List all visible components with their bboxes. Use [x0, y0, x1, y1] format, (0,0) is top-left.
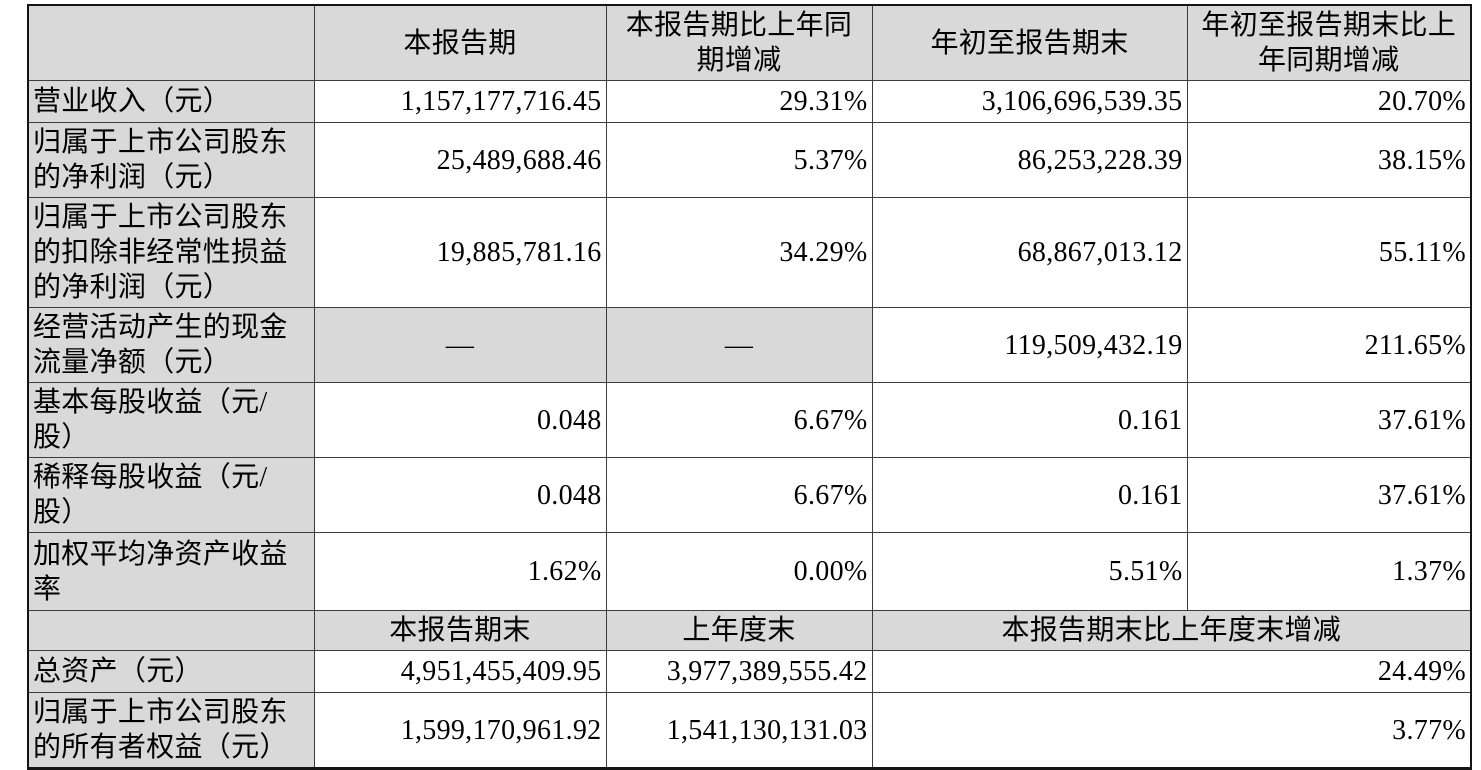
row-label: 基本每股收益（元/ 股）: [27, 382, 315, 458]
row-label: 归属于上市公司股东 的扣除非经常性损益 的净利润（元）: [27, 197, 315, 308]
cell-value: 211.65%: [1186, 307, 1472, 383]
row-operating-cash-flow: 经营活动产生的现金 流量净额（元） — — 119,509,432.19 211…: [27, 307, 1472, 383]
cell-value: 3,977,389,555.42: [605, 650, 873, 693]
cell-value: 38.15%: [1186, 122, 1472, 198]
row-net-profit-deducted: 归属于上市公司股东 的扣除非经常性损益 的净利润（元） 19,885,781.1…: [27, 197, 1472, 308]
row-label: 加权平均净资产收益 率: [27, 532, 315, 611]
cell-value: 5.51%: [871, 532, 1188, 611]
corner-cell: [27, 610, 315, 651]
cell-value: 37.61%: [1186, 382, 1472, 458]
cell-value: 1.37%: [1186, 532, 1472, 611]
cell-value: 0.00%: [605, 532, 873, 611]
row-total-assets: 总资产（元） 4,951,455,409.95 3,977,389,555.42…: [27, 650, 1472, 693]
header-row-top: 本报告期 本报告期比上年同 期增减 年初至报告期末 年初至报告期末比上 年同期增…: [27, 4, 1472, 81]
cell-value: 0.048: [313, 382, 607, 458]
cell-dash: —: [313, 307, 607, 383]
cell-value: 5.37%: [605, 122, 873, 198]
cell-dash: —: [605, 307, 873, 383]
cell-value: 1,599,170,961.92: [313, 692, 607, 769]
cell-value: 86,253,228.39: [871, 122, 1188, 198]
row-diluted-eps: 稀释每股收益（元/ 股） 0.048 6.67% 0.161 37.61%: [27, 457, 1472, 533]
corner-cell: [27, 4, 315, 81]
row-label: 总资产（元）: [27, 650, 315, 693]
row-label: 归属于上市公司股东 的净利润（元）: [27, 122, 315, 198]
header-row-bottom: 本报告期末 上年度末 本报告期末比上年度末增减: [27, 610, 1472, 651]
header-change-vs-prev-year-end: 本报告期末比上年度末增减: [871, 610, 1472, 651]
cell-value: 0.048: [313, 457, 607, 533]
cell-value: 119,509,432.19: [871, 307, 1188, 383]
header-period-end: 本报告期末: [313, 610, 607, 651]
cell-value: 1,157,177,716.45: [313, 80, 607, 123]
financial-summary-table: 本报告期 本报告期比上年同 期增减 年初至报告期末 年初至报告期末比上 年同期增…: [27, 4, 1472, 770]
header-prev-year-end: 上年度末: [605, 610, 873, 651]
cell-value: 1.62%: [313, 532, 607, 611]
row-basic-eps: 基本每股收益（元/ 股） 0.048 6.67% 0.161 37.61%: [27, 382, 1472, 458]
cell-value: 1,541,130,131.03: [605, 692, 873, 769]
header-ytd: 年初至报告期末: [871, 4, 1188, 81]
row-net-profit: 归属于上市公司股东 的净利润（元） 25,489,688.46 5.37% 86…: [27, 122, 1472, 198]
cell-value: 34.29%: [605, 197, 873, 308]
cell-value: 20.70%: [1186, 80, 1472, 123]
cell-value: 6.67%: [605, 457, 873, 533]
cell-value: 6.67%: [605, 382, 873, 458]
row-label: 营业收入（元）: [27, 80, 315, 123]
header-current-period-yoy: 本报告期比上年同 期增减: [605, 4, 873, 81]
cell-value: 19,885,781.16: [313, 197, 607, 308]
header-ytd-yoy: 年初至报告期末比上 年同期增减: [1186, 4, 1472, 81]
row-owners-equity: 归属于上市公司股东 的所有者权益（元） 1,599,170,961.92 1,5…: [27, 692, 1472, 769]
header-current-period: 本报告期: [313, 4, 607, 81]
cell-value: 24.49%: [871, 650, 1472, 693]
cell-value: 37.61%: [1186, 457, 1472, 533]
cell-value: 25,489,688.46: [313, 122, 607, 198]
cell-value: 29.31%: [605, 80, 873, 123]
cell-value: 3.77%: [871, 692, 1472, 769]
row-weighted-roe: 加权平均净资产收益 率 1.62% 0.00% 5.51% 1.37%: [27, 532, 1472, 611]
cell-value: 4,951,455,409.95: [313, 650, 607, 693]
row-operating-revenue: 营业收入（元） 1,157,177,716.45 29.31% 3,106,69…: [27, 80, 1472, 123]
cell-value: 0.161: [871, 382, 1188, 458]
cell-value: 55.11%: [1186, 197, 1472, 308]
cell-value: 3,106,696,539.35: [871, 80, 1188, 123]
row-label: 稀释每股收益（元/ 股）: [27, 457, 315, 533]
row-label: 经营活动产生的现金 流量净额（元）: [27, 307, 315, 383]
row-label: 归属于上市公司股东 的所有者权益（元）: [27, 692, 315, 769]
cell-value: 68,867,013.12: [871, 197, 1188, 308]
cell-value: 0.161: [871, 457, 1188, 533]
